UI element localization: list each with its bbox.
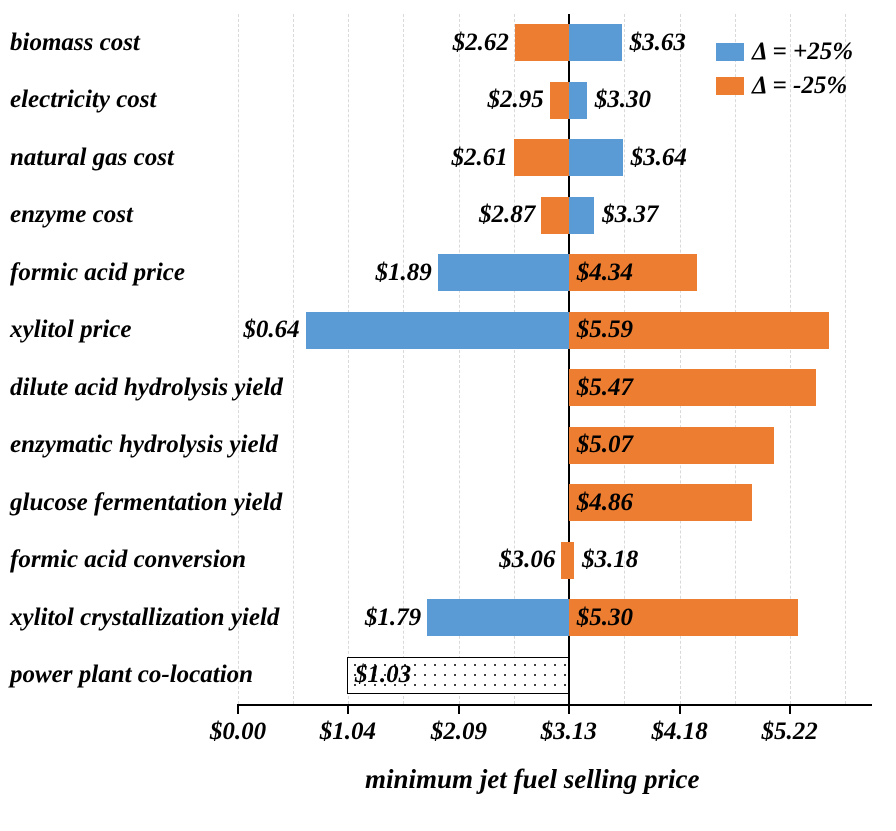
bar-left [515, 24, 569, 61]
value-label-left: $2.87 [479, 201, 535, 229]
bar-row: $1.89 $4.34 [238, 254, 872, 291]
value-label-right: $5.07 [577, 431, 633, 459]
value-label-right: $5.30 [577, 604, 633, 632]
category-label: glucose fermentation yield [10, 489, 282, 517]
bar-right [569, 24, 622, 61]
plot-area: $2.62 $3.63 $2.95 $3.30 $2.61 $3.64 $2.87 $3.37… [238, 14, 872, 706]
legend: Δ = +25% Δ = -25% [716, 38, 853, 106]
x-tick-mark [568, 704, 570, 714]
x-tick-label: $4.18 [652, 718, 708, 746]
bar-left [561, 542, 568, 579]
bar-left [514, 139, 569, 176]
value-label-right: $3.30 [595, 86, 651, 114]
bar-left [306, 312, 569, 349]
value-label-left: $2.95 [487, 86, 543, 114]
legend-swatch [716, 77, 744, 95]
x-tick-label: $5.22 [761, 718, 817, 746]
category-label: natural gas cost [10, 144, 174, 172]
bar-right [569, 542, 574, 579]
bar-row: $5.47 [238, 369, 872, 406]
x-tick-mark [789, 704, 791, 714]
x-tick-label: $3.13 [541, 718, 597, 746]
category-label: formic acid conversion [10, 546, 246, 574]
value-label-left: $3.06 [499, 546, 555, 574]
bar-left [541, 197, 568, 234]
category-label: electricity cost [10, 86, 156, 114]
tornado-chart: $2.62 $3.63 $2.95 $3.30 $2.61 $3.64 $2.87 $3.37… [0, 0, 896, 831]
value-label-left: $2.62 [453, 29, 509, 57]
value-label-left: $1.03 [355, 661, 411, 689]
bar-row: $0.64 $5.59 [238, 312, 872, 349]
bar-right [569, 139, 623, 176]
bar-right [569, 82, 587, 119]
x-axis-title: minimum jet fuel selling price [365, 764, 700, 795]
category-label: enzyme cost [10, 201, 133, 229]
bar-left [438, 254, 569, 291]
category-label: xylitol price [10, 316, 132, 344]
bar-row: $2.61 $3.64 [238, 139, 872, 176]
x-tick-mark [347, 704, 349, 714]
value-label-left: $1.79 [365, 604, 421, 632]
value-label-right: $3.63 [630, 29, 686, 57]
bar-row: $5.07 [238, 427, 872, 464]
bar-row: $4.86 [238, 484, 872, 521]
legend-label: Δ = -25% [752, 72, 847, 100]
bar-left [427, 599, 569, 636]
bar-right [569, 197, 594, 234]
x-tick-label: $0.00 [210, 718, 266, 746]
legend-item: Δ = +25% [716, 38, 853, 66]
value-label-left: $2.61 [452, 144, 508, 172]
category-label: formic acid price [10, 259, 185, 287]
bar-row: $3.06 $3.18 [238, 542, 872, 579]
bar-row: $1.03 [238, 657, 872, 694]
category-label: xylitol crystallization yield [10, 604, 279, 632]
value-label-left: $0.64 [243, 316, 299, 344]
value-label-right: $5.59 [577, 316, 633, 344]
x-tick-mark [679, 704, 681, 714]
category-label: power plant co-location [10, 661, 253, 689]
x-tick-label: $1.04 [320, 718, 376, 746]
x-tick-mark [237, 704, 239, 714]
legend-swatch [716, 43, 744, 61]
bar-left [550, 82, 569, 119]
x-tick-mark [458, 704, 460, 714]
legend-label: Δ = +25% [752, 38, 853, 66]
bar-row: $2.87 $3.37 [238, 197, 872, 234]
value-label-right: $3.18 [582, 546, 638, 574]
value-label-left: $1.89 [375, 259, 431, 287]
value-label-right: $3.64 [631, 144, 687, 172]
category-label: biomass cost [10, 29, 140, 57]
legend-item: Δ = -25% [716, 72, 853, 100]
category-label: enzymatic hydrolysis yield [10, 431, 278, 459]
value-label-right: $4.34 [577, 259, 633, 287]
value-label-right: $5.47 [577, 374, 633, 402]
x-tick-label: $2.09 [431, 718, 487, 746]
value-label-right: $3.37 [602, 201, 658, 229]
value-label-right: $4.86 [577, 489, 633, 517]
bar-row: $1.79 $5.30 [238, 599, 872, 636]
category-label: dilute acid hydrolysis yield [10, 374, 283, 402]
